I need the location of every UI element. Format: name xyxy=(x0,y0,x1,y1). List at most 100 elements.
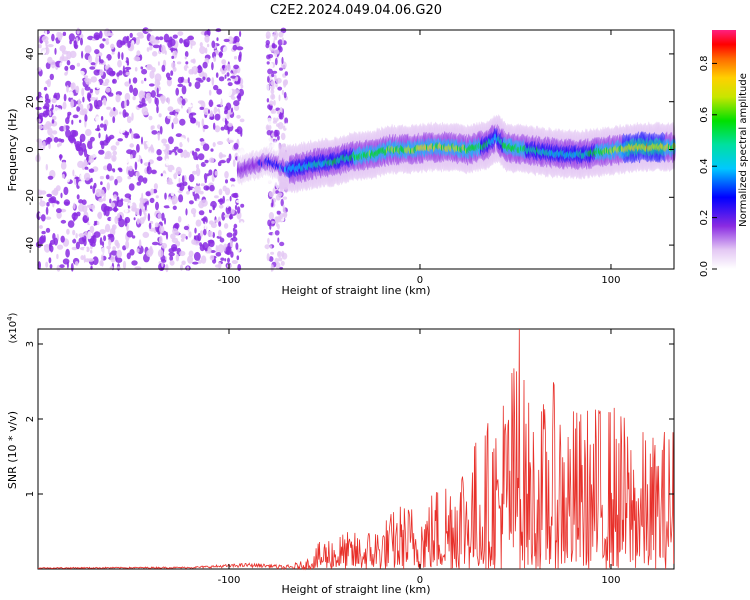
noise-blob xyxy=(127,40,131,49)
noise-blob xyxy=(62,31,67,36)
noise-blob xyxy=(230,251,234,258)
noise-blob xyxy=(239,118,245,123)
noise-blob xyxy=(270,88,275,95)
noise-blob xyxy=(93,32,101,40)
noise-blob xyxy=(211,77,215,86)
noise-blob xyxy=(283,211,288,219)
noise-blob xyxy=(62,258,70,265)
noise-blob xyxy=(76,27,80,35)
noise-blob xyxy=(120,198,124,202)
noise-blob xyxy=(171,244,178,251)
noise-blob xyxy=(133,190,138,200)
chart-title: C2E2.2024.049.04.06.G20 xyxy=(270,3,442,18)
noise-blob xyxy=(219,160,226,164)
noise-blob xyxy=(104,223,111,233)
noise-blob xyxy=(84,77,90,83)
colorbar-tick-label: 0.4 xyxy=(699,158,710,174)
noise-blob xyxy=(126,252,131,260)
noise-blob xyxy=(146,64,152,69)
noise-blob xyxy=(233,100,240,107)
noise-blob xyxy=(105,38,110,45)
noise-blob xyxy=(197,64,202,71)
noise-blob xyxy=(226,72,230,77)
spectrogram-axes: -100 0 100 -40 -20 0 20 40 xyxy=(25,30,674,286)
noise-blob xyxy=(47,44,54,48)
noise-blob xyxy=(197,153,205,161)
noise-blob xyxy=(266,61,270,65)
noise-blob xyxy=(173,146,179,150)
noise-blob xyxy=(266,84,270,92)
noise-blob xyxy=(45,62,51,70)
noise-blob xyxy=(104,28,111,37)
noise-blob xyxy=(116,249,122,258)
noise-blob xyxy=(106,136,112,141)
noise-blob xyxy=(138,239,142,249)
noise-blob xyxy=(76,106,81,112)
noise-blob xyxy=(79,103,84,111)
noise-blob xyxy=(144,143,148,150)
noise-blob xyxy=(46,193,52,198)
noise-blob xyxy=(59,62,63,68)
noise-blob xyxy=(206,263,210,270)
noise-blob xyxy=(126,60,130,66)
noise-blob xyxy=(154,73,162,82)
noise-blob xyxy=(182,149,188,159)
noise-blob xyxy=(56,253,59,260)
noise-blob xyxy=(174,222,180,229)
noise-blob xyxy=(215,252,222,257)
noise-blob xyxy=(274,216,279,224)
noise-blob xyxy=(149,197,155,204)
colorbar-tick-label: 0.6 xyxy=(699,107,710,123)
snr-y-multiplier: (x104) xyxy=(6,312,19,343)
noise-blob xyxy=(101,241,105,247)
noise-blob xyxy=(124,66,132,70)
noise-blob xyxy=(81,87,85,97)
noise-blob xyxy=(270,237,273,243)
noise-blob xyxy=(278,31,284,38)
noise-blob xyxy=(271,264,274,272)
noise-blob xyxy=(75,85,80,94)
noise-blob xyxy=(124,99,127,108)
noise-blob xyxy=(89,225,95,234)
noise-blob xyxy=(280,132,286,141)
noise-blob xyxy=(191,163,195,167)
noise-blob xyxy=(47,122,55,127)
noise-blob xyxy=(181,139,188,146)
noise-blob xyxy=(184,51,189,58)
noise-blob xyxy=(229,177,236,182)
y-tick-label: 3 xyxy=(25,341,36,347)
noise-blob xyxy=(181,260,186,266)
noise-blob xyxy=(209,255,215,261)
noise-blob xyxy=(99,229,106,235)
noise-blob xyxy=(206,186,209,191)
noise-blob xyxy=(186,104,193,108)
noise-blob xyxy=(277,251,282,258)
noise-blob xyxy=(106,106,111,110)
noise-blob xyxy=(218,188,223,196)
noise-blob xyxy=(93,147,98,152)
noise-blob xyxy=(172,66,177,72)
noise-blob xyxy=(170,70,174,76)
noise-blob xyxy=(229,213,232,220)
noise-blob xyxy=(65,129,71,138)
noise-blob xyxy=(79,133,86,143)
noise-blob xyxy=(151,241,159,246)
noise-blob xyxy=(89,97,97,101)
noise-blob xyxy=(277,86,283,91)
noise-blob xyxy=(170,187,175,197)
noise-blob xyxy=(108,239,112,247)
noise-blob xyxy=(215,244,219,253)
noise-blob xyxy=(165,158,170,166)
noise-blob xyxy=(124,112,129,117)
noise-blob xyxy=(126,116,132,124)
noise-blob xyxy=(190,208,197,215)
noise-blob xyxy=(187,106,192,115)
noise-blob xyxy=(172,205,177,210)
noise-blob xyxy=(161,44,166,54)
noise-blob xyxy=(37,124,43,130)
noise-blob xyxy=(75,241,80,250)
noise-blob xyxy=(221,211,226,221)
noise-blob xyxy=(208,99,214,108)
noise-blob xyxy=(278,112,283,120)
noise-blob xyxy=(275,77,282,84)
